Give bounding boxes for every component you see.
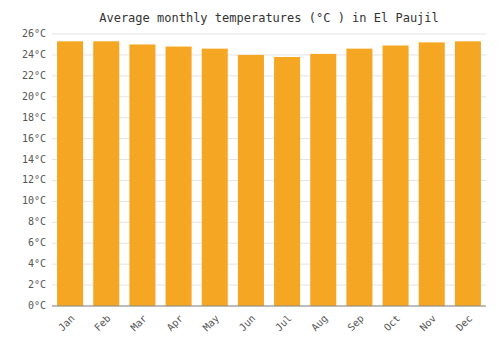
y-tick-label: 12°C xyxy=(22,174,46,185)
y-tick-label: 14°C xyxy=(22,154,46,165)
x-tick-label: Oct xyxy=(382,313,403,334)
bar xyxy=(274,57,300,306)
bar xyxy=(129,44,155,306)
chart-container: 0°C 2°C 4°C 6°C 8°C 10°C 12°C 14°C 16°C 18°C 20°C 2… xyxy=(0,0,500,350)
y-tick-label: 20°C xyxy=(22,91,46,102)
y-tick-label: 26°C xyxy=(22,28,46,39)
bar xyxy=(166,47,192,306)
bar xyxy=(455,41,481,306)
chart-title: Average monthly temperatures (°C ) in El… xyxy=(99,11,439,25)
x-axis: Jan Feb Mar Apr May Jun Jul Aug Sep Oct Nov Dec xyxy=(56,313,474,334)
y-tick-label: 22°C xyxy=(22,70,46,81)
y-tick-label: 16°C xyxy=(22,133,46,144)
bar xyxy=(238,55,264,306)
bar xyxy=(383,46,409,306)
y-tick-label: 24°C xyxy=(22,49,46,60)
x-tick-label: Feb xyxy=(92,313,113,334)
x-tick-label: Aug xyxy=(309,313,330,334)
bar xyxy=(57,41,83,306)
y-tick-label: 6°C xyxy=(28,237,46,248)
y-axis: 0°C 2°C 4°C 6°C 8°C 10°C 12°C 14°C 16°C 18°C 20°C 2… xyxy=(22,28,486,311)
x-tick-label: Jun xyxy=(237,313,258,334)
bar xyxy=(310,54,336,306)
y-tick-label: 0°C xyxy=(28,300,46,311)
grid-line xyxy=(52,306,486,307)
bar xyxy=(93,41,119,306)
y-tick-label: 8°C xyxy=(28,216,46,227)
x-tick-label: Jan xyxy=(56,313,77,334)
bars xyxy=(57,41,481,306)
y-tick-label: 2°C xyxy=(28,279,46,290)
x-tick-label: Mar xyxy=(128,313,149,334)
x-tick-label: May xyxy=(201,313,222,334)
chart-svg: 0°C 2°C 4°C 6°C 8°C 10°C 12°C 14°C 16°C 18°C 20°C 2… xyxy=(0,0,500,350)
y-tick-label: 10°C xyxy=(22,195,46,206)
grid-line xyxy=(52,34,486,35)
x-tick-label: Dec xyxy=(454,313,475,334)
x-tick-label: Sep xyxy=(345,313,366,334)
bar xyxy=(419,42,445,306)
x-tick-label: Jul xyxy=(273,313,294,334)
y-tick-label: 4°C xyxy=(28,258,46,269)
x-axis-line xyxy=(52,306,486,307)
x-tick-label: Apr xyxy=(165,313,186,334)
bar xyxy=(202,49,228,306)
x-tick-label: Nov xyxy=(418,313,439,334)
bar xyxy=(346,49,372,306)
y-tick-label: 18°C xyxy=(22,112,46,123)
